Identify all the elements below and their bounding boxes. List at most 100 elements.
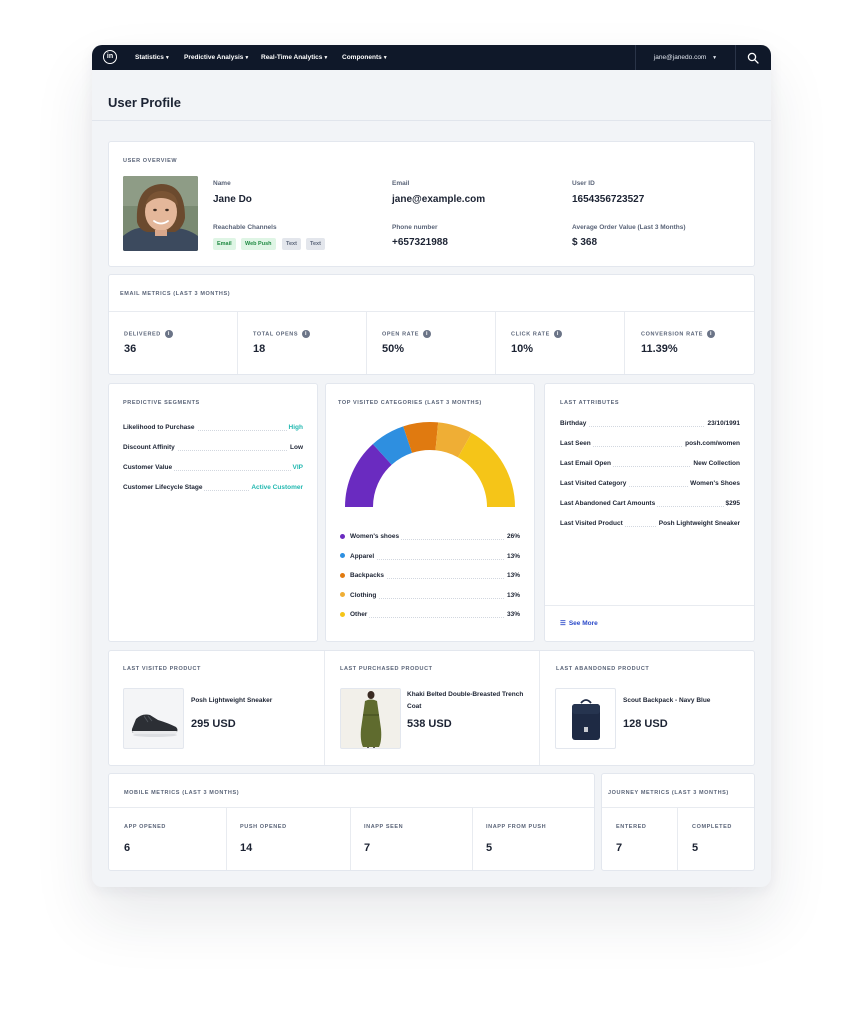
mobile-metric-value: 5: [486, 842, 493, 854]
last-abandoned-name: Scout Backpack - Navy Blue: [623, 697, 711, 704]
journey-metrics-card: [601, 773, 755, 871]
aov-value: $ 368: [572, 237, 598, 248]
journey-metric-value: 7: [616, 842, 623, 854]
segment-value: High: [286, 424, 303, 431]
list-filter-icon: ☰: [560, 620, 566, 627]
info-icon[interactable]: i: [707, 330, 716, 338]
donut-slice-3[interactable]: [435, 422, 472, 458]
segment-key: Discount Affinity: [123, 444, 177, 451]
user-email-value: jane@example.com: [392, 194, 486, 205]
last-visited-price: 295 USD: [191, 718, 236, 730]
nav-predictive-analysis[interactable]: Predictive Analysis▼: [184, 45, 249, 70]
donut-slice-0[interactable]: [345, 444, 392, 507]
divider: [366, 311, 367, 374]
info-icon[interactable]: i: [302, 330, 311, 338]
attribute-value: New Collection: [691, 460, 740, 467]
attribute-value: Posh Lightweight Sneaker: [656, 520, 740, 527]
backpack-image[interactable]: [555, 688, 616, 749]
attribute-value: posh.com/women: [683, 440, 740, 447]
info-icon[interactable]: i: [423, 330, 432, 338]
user-name: Jane Do: [213, 194, 252, 205]
app-window: in Statistics▼ Predictive Analysis▼ Real…: [92, 45, 771, 887]
metric-conversion-rate-value: 11.39%: [641, 343, 678, 355]
email-label: Email: [392, 180, 410, 187]
journey-metric-value: 5: [692, 842, 699, 854]
mobile-metric-value: 7: [364, 842, 371, 854]
divider: [237, 311, 238, 374]
legend-percent: 13%: [504, 572, 520, 579]
donut-slice-4[interactable]: [457, 432, 515, 507]
segment-value: Active Customer: [249, 484, 303, 491]
mobile-metrics-heading: MOBILE METRICS (LAST 3 MONTHS): [124, 790, 240, 796]
caret-down-icon: ▼: [244, 55, 250, 61]
legend-percent: 13%: [504, 591, 520, 599]
info-icon[interactable]: i: [553, 330, 562, 338]
mobile-metric-label: INAPP FROM PUSH: [486, 824, 547, 830]
caret-down-icon: ▼: [164, 55, 170, 61]
last-visited-heading: LAST VISITED PRODUCT: [123, 666, 202, 672]
divider: [472, 807, 473, 870]
info-icon[interactable]: i: [164, 330, 173, 338]
metric-delivered: DELIVERED i: [124, 330, 173, 338]
see-more-link[interactable]: ☰ See More: [560, 619, 598, 627]
segment-key: Customer Value: [123, 464, 175, 471]
metric-label: CONVERSION RATE: [641, 331, 704, 338]
nav-realtime-analytics[interactable]: Real-Time Analytics▼: [261, 45, 328, 70]
channel-chip-text: Text: [282, 238, 301, 250]
caret-down-icon: ▼: [712, 55, 718, 61]
name-label: Name: [213, 180, 231, 187]
journey-metrics-heading: JOURNEY METRICS (LAST 3 MONTHS): [608, 790, 729, 796]
attribute-key: Last Visited Product: [560, 520, 625, 527]
legend-dot-icon: [340, 553, 345, 559]
segment-key: Likelihood to Purchase: [123, 424, 197, 431]
mobile-metric-label: PUSH OPENED: [240, 824, 287, 830]
user-menu[interactable]: jane@janedo.com ▼: [635, 45, 736, 70]
divider: [226, 807, 227, 870]
legend-name: Apparel: [350, 552, 375, 560]
metric-open-rate: OPEN RATE i: [382, 330, 432, 338]
last-abandoned-price: 128 USD: [623, 718, 668, 730]
attribute-row: Last Email Open New Collection: [560, 460, 740, 470]
metric-conversion-rate: CONVERSION RATE i: [641, 330, 716, 338]
legend-item: Women's shoes 26%: [340, 533, 520, 543]
legend-item: Other 33%: [340, 611, 520, 621]
caret-down-icon: ▼: [323, 55, 329, 61]
email-metrics-heading: EMAIL METRICS (LAST 3 MONTHS): [120, 291, 231, 297]
metric-click-rate-value: 10%: [511, 343, 534, 355]
brand-logo-icon[interactable]: in: [103, 50, 117, 64]
segment-row: Discount Affinity Low: [123, 444, 303, 454]
attribute-row: Last Seen posh.com/women: [560, 440, 740, 450]
legend-item: Clothing 13%: [340, 591, 520, 602]
metric-delivered-value: 36: [124, 343, 137, 355]
legend-dot-icon: [340, 572, 345, 578]
legend-percent: 26%: [504, 533, 520, 540]
last-purchased-price: 538 USD: [407, 718, 452, 730]
nav-components[interactable]: Components▼: [342, 45, 388, 70]
user-id-label: User ID: [572, 180, 595, 187]
attribute-key: Last Abandoned Cart Amounts: [560, 500, 658, 507]
sneaker-image[interactable]: [123, 688, 184, 749]
attribute-value: 23/10/1991: [705, 420, 740, 427]
nav-statistics[interactable]: Statistics▼: [135, 45, 170, 70]
divider: [545, 605, 754, 606]
nav-predictive-analysis-label: Predictive Analysis: [184, 54, 244, 61]
legend-dot-icon: [340, 611, 345, 617]
legend-dot-icon: [340, 592, 345, 598]
trench-coat-image[interactable]: [340, 688, 401, 749]
mobile-metric-label: INAPP SEEN: [364, 824, 404, 830]
legend-label: Other: [340, 611, 370, 618]
segment-row: Likelihood to Purchase High: [123, 424, 303, 434]
attribute-value: Women's Shoes: [688, 480, 740, 487]
mobile-metric-value: 6: [124, 842, 131, 854]
attribute-value: $295: [723, 500, 740, 507]
search-icon[interactable]: [747, 52, 759, 64]
donut-slice-2[interactable]: [403, 422, 439, 453]
metric-click-rate: CLICK RATE i: [511, 330, 562, 338]
page-title: User Profile: [108, 95, 181, 110]
see-more-label: See More: [568, 620, 598, 627]
donut-slice-1[interactable]: [372, 426, 413, 465]
divider: [677, 807, 678, 870]
last-purchased-name: Khaki Belted Double-Breasted Trench Coat: [407, 691, 524, 710]
channel-chip-text-2: Text: [306, 238, 325, 250]
channels-label: Reachable Channels: [213, 224, 277, 231]
